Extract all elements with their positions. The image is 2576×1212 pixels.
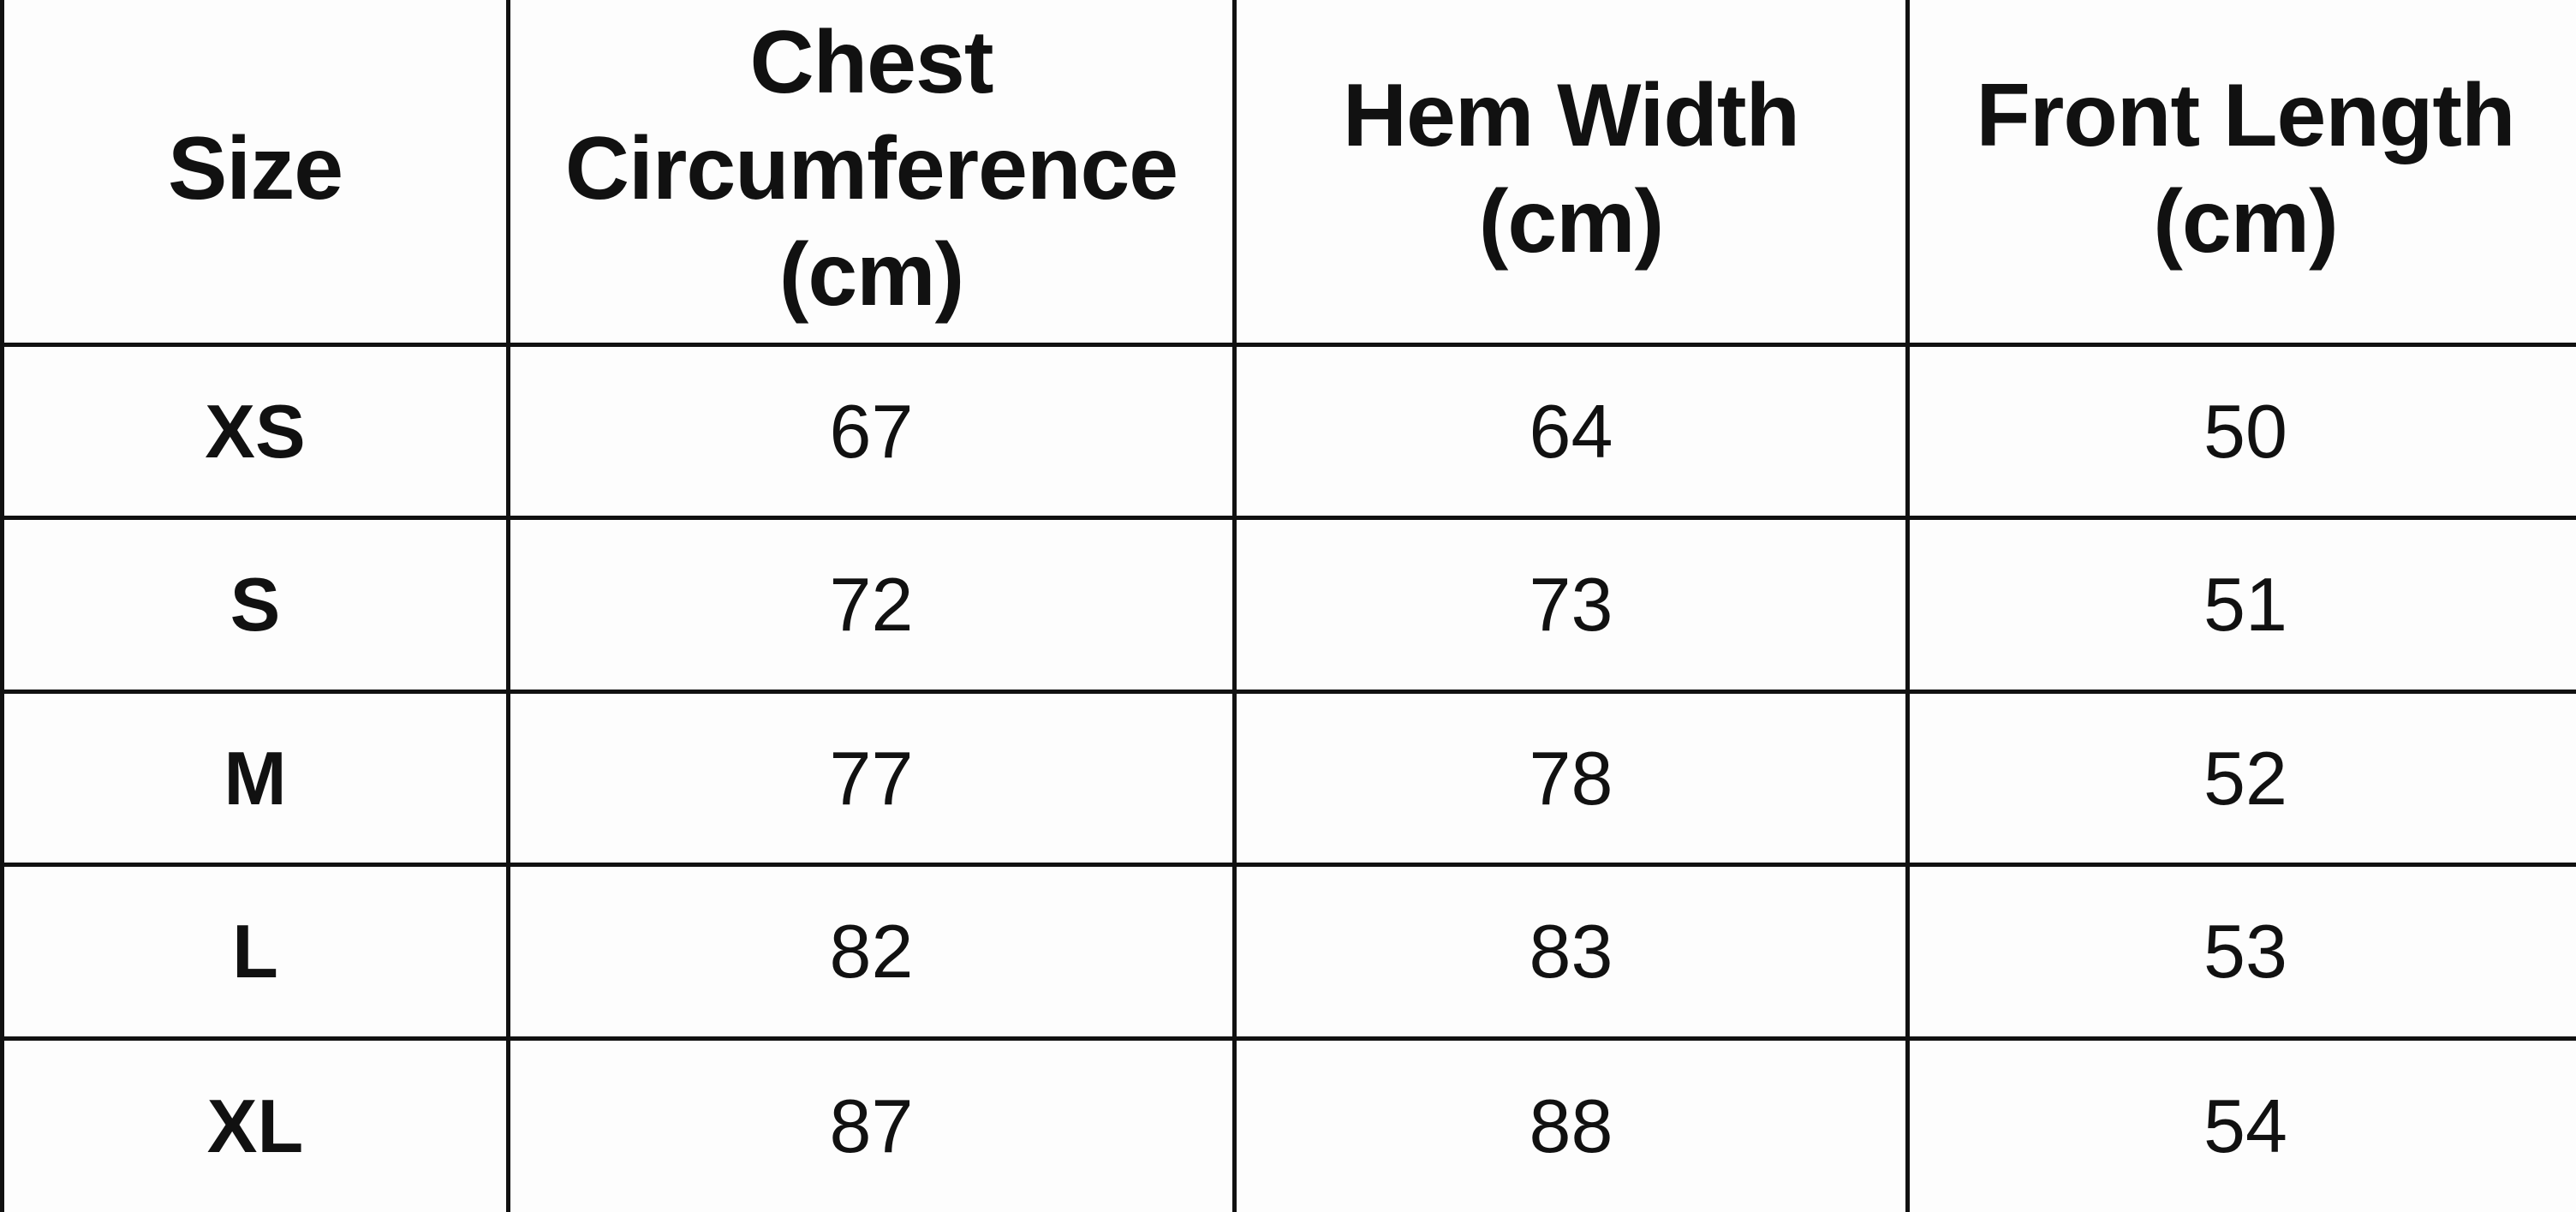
row-hem-width-cell: 78: [1232, 694, 1905, 867]
row-size-cell: XL: [0, 1041, 506, 1212]
row-chest-cell: 87: [506, 1041, 1232, 1212]
row-chest-cell: 77: [506, 694, 1232, 867]
row-front-length-cell: 52: [1905, 694, 2576, 867]
row-size-cell: S: [0, 520, 506, 694]
row-chest-cell: 82: [506, 867, 1232, 1041]
row-hem-width-cell: 73: [1232, 520, 1905, 694]
row-size-cell: L: [0, 867, 506, 1041]
row-front-length-cell: 54: [1905, 1041, 2576, 1212]
header-chest: Chest Circumference (cm): [506, 0, 1232, 347]
header-front-length: Front Length (cm): [1905, 0, 2576, 347]
row-hem-width-cell: 83: [1232, 867, 1905, 1041]
row-size-cell: XS: [0, 347, 506, 520]
row-front-length-cell: 51: [1905, 520, 2576, 694]
row-front-length-cell: 53: [1905, 867, 2576, 1041]
row-chest-cell: 67: [506, 347, 1232, 520]
row-hem-width-cell: 64: [1232, 347, 1905, 520]
row-hem-width-cell: 88: [1232, 1041, 1905, 1212]
header-size: Size: [0, 0, 506, 347]
row-front-length-cell: 50: [1905, 347, 2576, 520]
header-hem-width: Hem Width (cm): [1232, 0, 1905, 347]
row-size-cell: M: [0, 694, 506, 867]
row-chest-cell: 72: [506, 520, 1232, 694]
